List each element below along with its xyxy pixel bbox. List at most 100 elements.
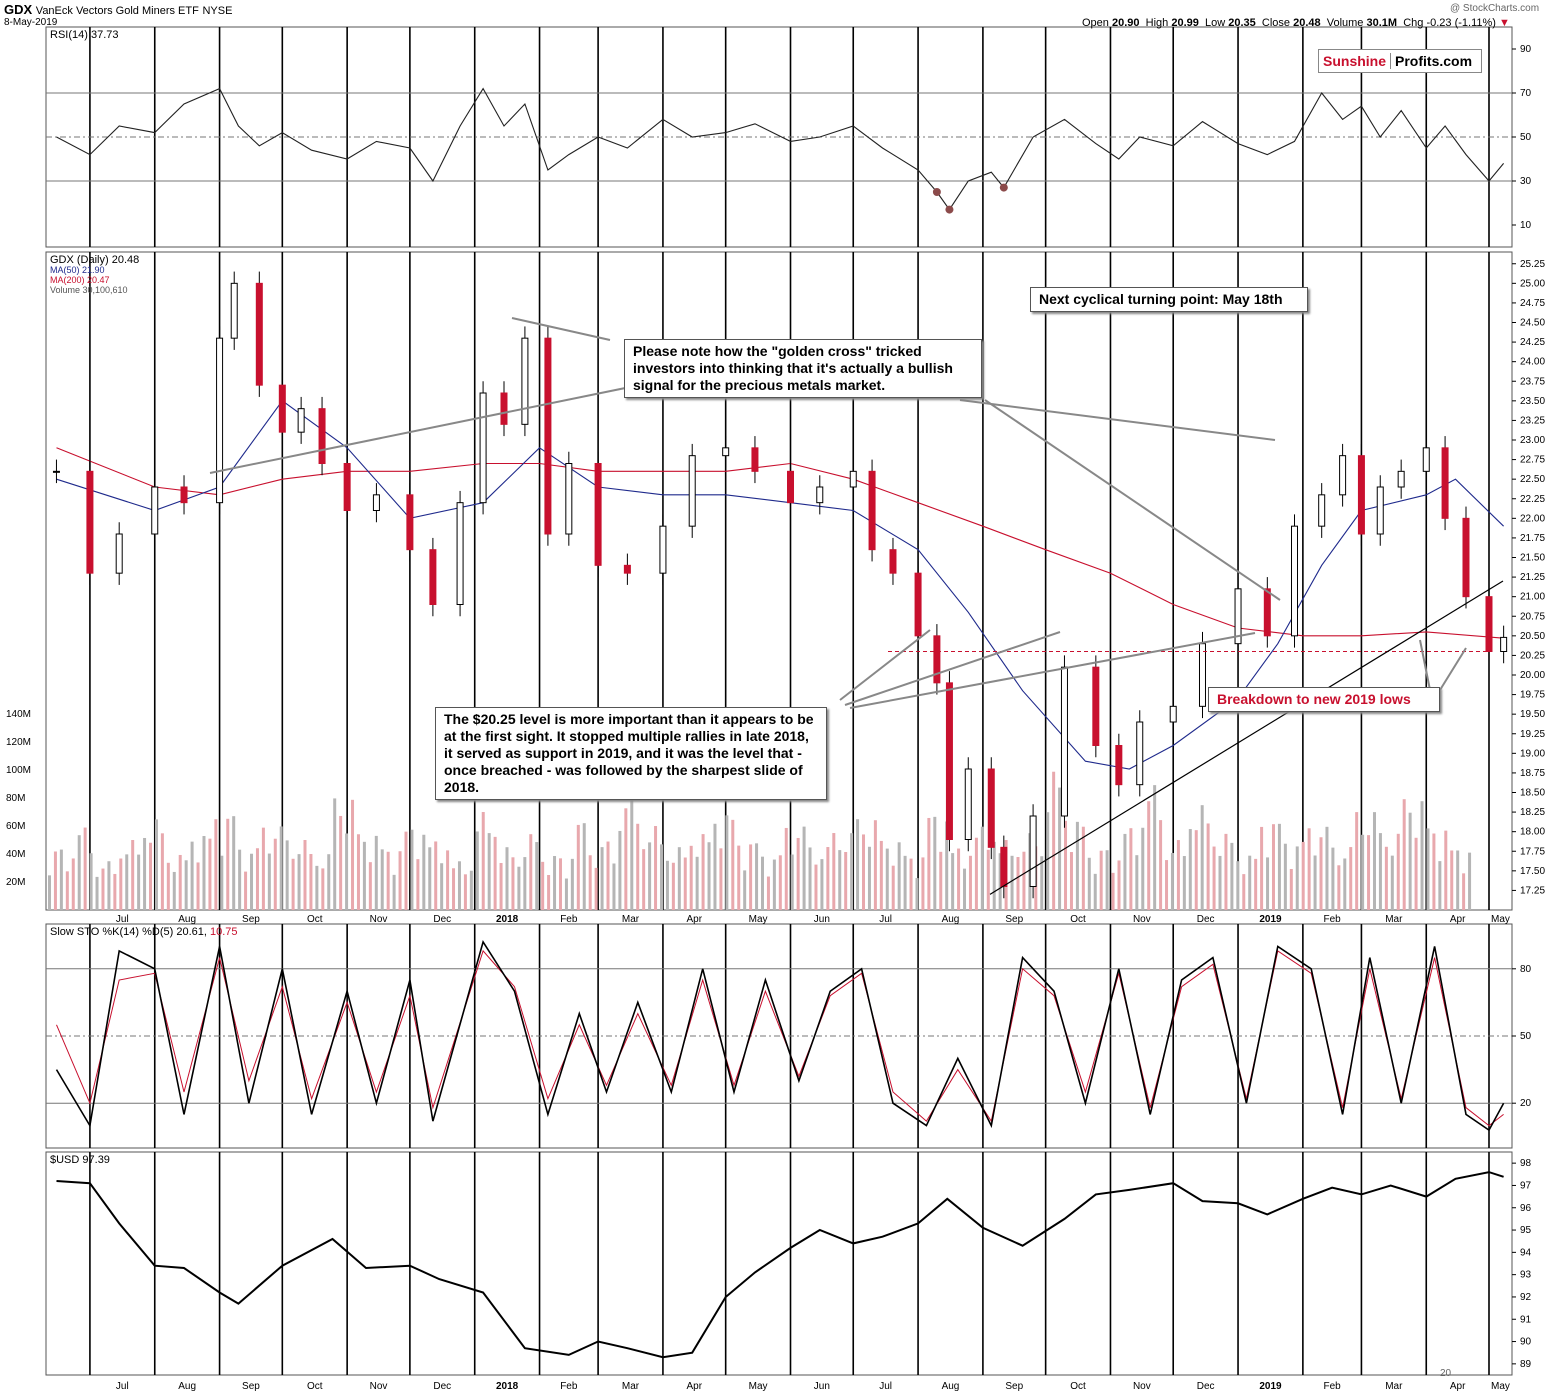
candle-body <box>1462 517 1470 598</box>
x-tick-label: Apr <box>1450 1381 1466 1392</box>
volume-bar <box>107 861 111 910</box>
candle-body <box>216 337 224 504</box>
stochastic-panel: 20 50 80 Slow STO %K(14) %D(5) 20.61, 10.75 <box>46 926 1532 1132</box>
price-tick-label: 19.50 <box>1520 709 1545 720</box>
volume-bar <box>1313 855 1317 910</box>
candle-body <box>429 549 437 606</box>
volume-bar <box>766 876 770 910</box>
volume-bar <box>125 854 129 910</box>
down-arrow-icon: ▼ <box>1499 17 1510 29</box>
volume-bar <box>1218 855 1222 910</box>
volume-bar <box>297 854 301 910</box>
volume-bar <box>796 837 800 910</box>
price-tick-label: 20.50 <box>1520 631 1545 642</box>
volume-bar <box>457 861 461 910</box>
volume-bar <box>683 857 687 910</box>
x-tick-label: Feb <box>560 914 578 925</box>
candle-body <box>255 282 263 386</box>
volume-bar <box>1129 828 1133 910</box>
rsi-title: RSI(14) 37.73 <box>50 29 118 41</box>
volume-bar <box>1165 860 1169 910</box>
price-tick-label: 17.50 <box>1520 866 1545 877</box>
candle-body <box>1115 745 1123 786</box>
x-tick-label: Feb <box>560 1381 578 1392</box>
volume-bar <box>802 826 806 910</box>
volume-bar <box>992 841 996 910</box>
price-legend-gdx: GDX (Daily) 20.48 <box>50 254 139 266</box>
candle-body <box>115 533 123 574</box>
candle-body <box>1485 596 1493 653</box>
volume-bar <box>588 855 592 910</box>
low-value: 20.35 <box>1228 17 1256 29</box>
price-tick-label: 17.75 <box>1520 846 1545 857</box>
volume-bar <box>220 855 224 910</box>
volume-bar <box>790 854 794 910</box>
x-tick-label: Aug <box>942 914 960 925</box>
x-tick-label: 2019 <box>1259 914 1282 925</box>
x-tick-label: Dec <box>433 914 451 925</box>
volume-bar <box>511 857 515 910</box>
volume-bar <box>1289 868 1293 910</box>
volume-bar <box>440 863 444 910</box>
volume-bar <box>1378 833 1382 910</box>
volume-bar <box>255 848 259 910</box>
support-trendline <box>989 580 1504 895</box>
price-tick-label: 25.25 <box>1520 259 1545 270</box>
rsi-oversold-point <box>945 205 954 214</box>
volume-bar <box>1260 826 1264 910</box>
volume-bar <box>772 859 776 910</box>
volume-bar <box>1277 823 1281 910</box>
volume-bar <box>250 853 254 910</box>
candle-body <box>1291 525 1299 637</box>
volume-bar <box>968 855 972 910</box>
volume-bar <box>523 857 527 910</box>
x-tick-label: Aug <box>178 914 196 925</box>
volume-bar <box>903 855 907 910</box>
volume-bar <box>814 864 818 910</box>
candle-body <box>751 447 759 472</box>
volume-bar <box>362 841 366 910</box>
x-tick-label: 2018 <box>496 1381 519 1392</box>
rsi-tick-label: 10 <box>1520 220 1532 231</box>
candle-body <box>787 470 795 504</box>
volume-tick-label: 80M <box>6 793 25 804</box>
volume-bar <box>761 856 764 910</box>
volume-bar <box>749 844 753 910</box>
volume-bar <box>59 849 63 910</box>
volume-bar <box>784 827 788 910</box>
volume-bar <box>844 851 848 910</box>
price-tick-label: 20.25 <box>1520 650 1545 661</box>
candle-body <box>1500 636 1508 653</box>
high-value: 20.99 <box>1171 17 1199 29</box>
volume-bar <box>826 847 830 910</box>
volume-bar <box>386 851 390 910</box>
volume-bar <box>1212 846 1216 910</box>
volume-bar <box>48 875 51 910</box>
x-tick-label: Jul <box>879 914 892 925</box>
volume-bar <box>856 819 860 910</box>
callout-pointer <box>839 629 931 701</box>
volume-bar <box>677 847 681 910</box>
volume-bar <box>1337 865 1341 910</box>
turning-point-note: Next cyclical turning point: May 18th <box>1030 287 1308 312</box>
x-tick-label: Dec <box>1197 914 1215 925</box>
volume-bar <box>951 853 955 910</box>
volume-bar <box>267 853 271 910</box>
volume-bar <box>1438 861 1442 910</box>
volume-bar <box>279 826 283 910</box>
volume-bar <box>238 849 242 910</box>
candle-body <box>1029 815 1037 887</box>
exchange: NYSE <box>202 5 233 17</box>
volume-bar <box>1081 826 1085 910</box>
price-tick-label: 19.00 <box>1520 748 1545 759</box>
callout-pointer <box>844 631 1061 706</box>
rsi-tick-label: 30 <box>1520 176 1532 187</box>
volume-bar <box>606 841 610 910</box>
usd-tick-label: 97 <box>1520 1180 1532 1191</box>
volume-bar <box>1176 840 1180 910</box>
candle-body <box>278 384 286 433</box>
x-tick-label: Apr <box>1450 914 1466 925</box>
price-legend-ma200: MA(200) 20.47 <box>50 275 110 285</box>
volume-bar <box>1414 837 1418 910</box>
volume-bar <box>1295 846 1299 910</box>
